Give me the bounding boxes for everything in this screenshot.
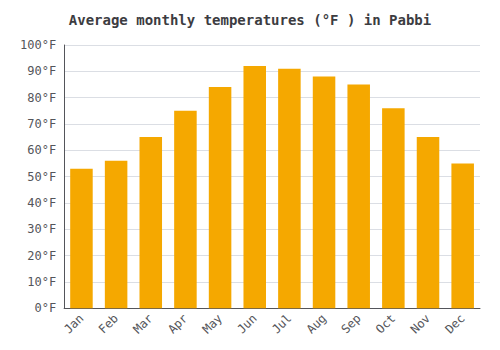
svg-text:70°F: 70°F xyxy=(27,117,56,131)
svg-text:40°F: 40°F xyxy=(27,196,56,210)
svg-text:Apr: Apr xyxy=(165,311,190,336)
svg-text:Sep: Sep xyxy=(338,311,363,336)
svg-text:10°F: 10°F xyxy=(27,275,56,289)
svg-text:50°F: 50°F xyxy=(27,170,56,184)
svg-text:Aug: Aug xyxy=(304,311,329,336)
svg-text:May: May xyxy=(200,311,225,336)
svg-text:Mar: Mar xyxy=(131,311,156,336)
svg-text:Jan: Jan xyxy=(61,311,86,336)
svg-text:Jun: Jun xyxy=(234,311,259,336)
svg-text:60°F: 60°F xyxy=(27,143,56,157)
svg-text:100°F: 100°F xyxy=(20,38,56,52)
svg-text:Jul: Jul xyxy=(269,311,294,336)
svg-text:Feb: Feb xyxy=(96,311,121,336)
svg-text:80°F: 80°F xyxy=(27,91,56,105)
svg-text:90°F: 90°F xyxy=(27,64,56,78)
svg-text:Nov: Nov xyxy=(408,311,433,336)
svg-text:0°F: 0°F xyxy=(34,301,56,315)
svg-text:Dec: Dec xyxy=(442,311,467,336)
svg-text:Average monthly temperatures (: Average monthly temperatures (°F ) in Pa… xyxy=(69,12,431,28)
svg-text:30°F: 30°F xyxy=(27,222,56,236)
svg-text:Oct: Oct xyxy=(373,311,398,336)
svg-text:20°F: 20°F xyxy=(27,249,56,263)
